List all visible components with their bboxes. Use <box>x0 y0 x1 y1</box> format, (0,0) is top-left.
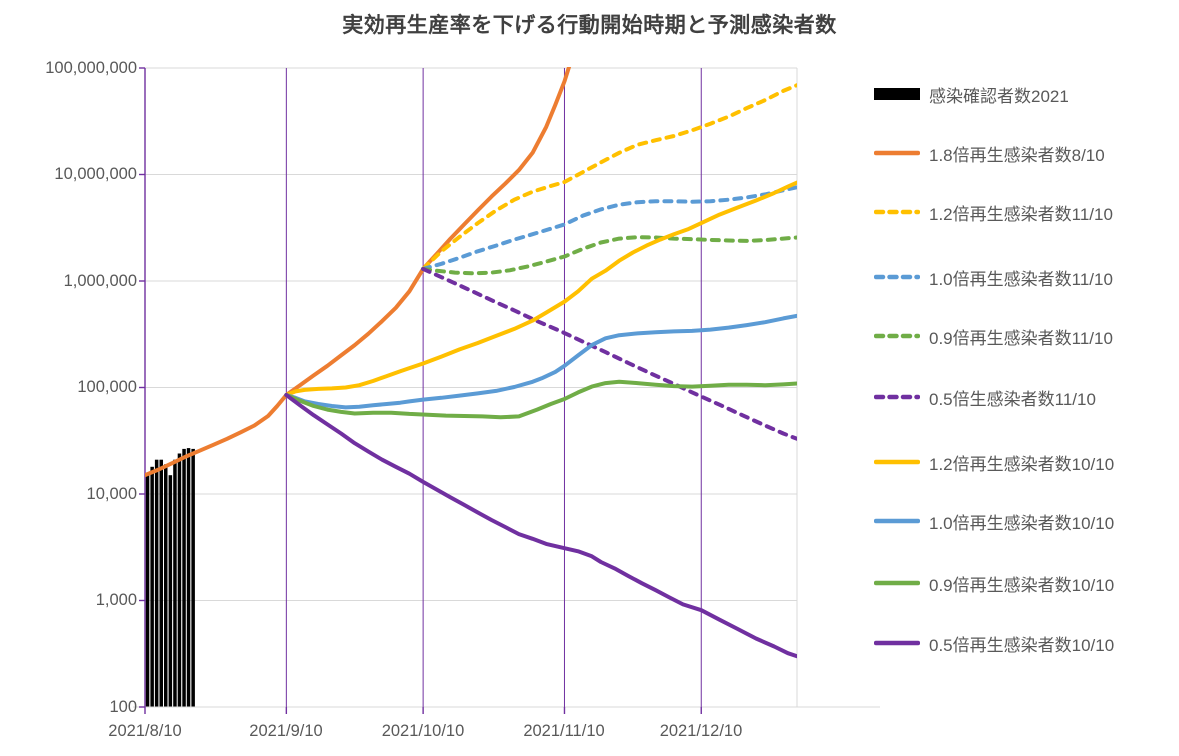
legend-swatch-line <box>873 269 921 285</box>
legend-item-0-5x-11-10: 0.5倍生感染者数11/10 <box>873 383 1096 411</box>
legend-item-1-0x-10-10: 1.0倍再生感染者数10/10 <box>873 507 1115 535</box>
x-axis-tick-label: 2021/8/10 <box>108 722 182 740</box>
legend-label: 0.9倍再生感染者数11/10 <box>929 328 1113 348</box>
legend-item-0-9x-10-10: 0.9倍再生感染者数10/10 <box>873 569 1115 597</box>
y-axis-tick-label: 10,000,000 <box>54 165 137 183</box>
legend-swatch-line <box>873 145 921 161</box>
legend-item-1-2x-10-10: 1.2倍再生感染者数10/10 <box>873 448 1115 476</box>
legend-swatch-line <box>873 575 921 591</box>
x-axis-tick-label: 2021/12/10 <box>659 722 743 740</box>
y-axis-tick-label: 100,000 <box>77 378 137 396</box>
legend-item-confirmed-2021: 感染確認者数2021 <box>874 80 1069 108</box>
x-axis-tick-label: 2021/10/10 <box>381 722 465 740</box>
legend-item-0-5x-10-10: 0.5倍再生感染者数10/10 <box>873 629 1115 657</box>
legend-label: 0.5倍生感染者数11/10 <box>929 389 1096 409</box>
legend-label: 感染確認者数2021 <box>929 86 1069 106</box>
legend-item-1-8x-8-10: 1.8倍再生感染者数8/10 <box>873 139 1105 167</box>
legend-item-1-2x-11-10: 1.2倍再生感染者数11/10 <box>873 198 1113 226</box>
legend-label: 1.8倍再生感染者数8/10 <box>929 145 1105 165</box>
y-axis-tick-label: 10,000 <box>86 485 137 503</box>
legend-item-1-0x-11-10: 1.0倍再生感染者数11/10 <box>873 263 1113 291</box>
y-axis-tick-label: 100 <box>109 698 137 716</box>
legend-label: 1.0倍再生感染者数11/10 <box>929 269 1113 289</box>
legend-label: 1.2倍再生感染者数11/10 <box>929 204 1113 224</box>
x-axis-tick-label: 2021/11/10 <box>523 722 605 740</box>
legend-label: 0.9倍再生感染者数10/10 <box>929 575 1115 595</box>
legend-swatch-line <box>873 454 921 470</box>
legend-swatch-line <box>873 635 921 651</box>
legend-label: 1.0倍再生感染者数10/10 <box>929 513 1115 533</box>
legend-swatch-line <box>873 204 921 220</box>
legend-swatch-line <box>873 389 921 405</box>
y-axis-tick-label: 1,000 <box>95 591 137 609</box>
legend-label: 1.2倍再生感染者数10/10 <box>929 454 1115 474</box>
legend-swatch-bar <box>874 86 920 102</box>
y-axis-tick-label: 100,000,000 <box>45 59 137 77</box>
x-axis-tick-label: 2021/9/10 <box>249 722 323 740</box>
legend-swatch-line <box>873 328 921 344</box>
chart-title: 実効再生産率を下げる行動開始時期と予測感染者数 <box>342 14 837 37</box>
legend-item-0-9x-11-10: 0.9倍再生感染者数11/10 <box>873 322 1113 350</box>
legend-label: 0.5倍再生感染者数10/10 <box>929 635 1115 655</box>
y-axis-tick-label: 1,000,000 <box>63 272 137 290</box>
legend-swatch-line <box>873 513 921 529</box>
